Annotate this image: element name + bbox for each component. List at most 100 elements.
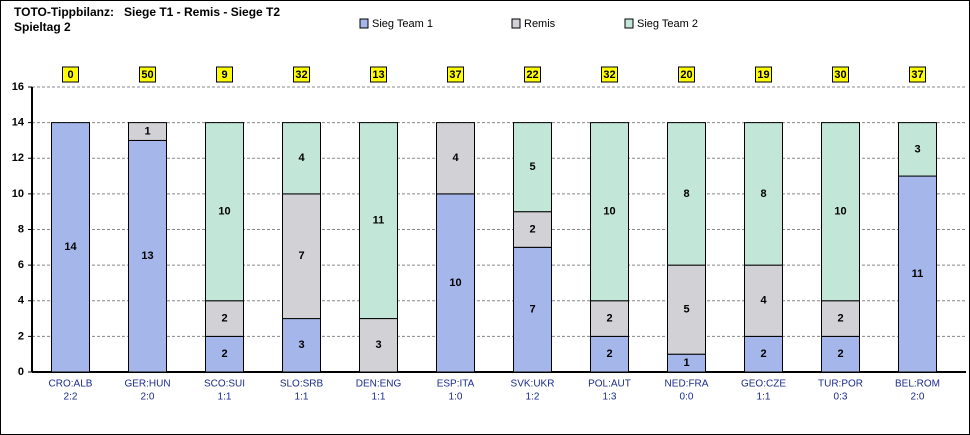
y-tick-label: 10 bbox=[12, 188, 24, 200]
data-label: 10 bbox=[603, 206, 615, 218]
points-box bbox=[524, 66, 541, 83]
x-tick-label: BEL:ROM bbox=[895, 379, 940, 390]
bar-segment bbox=[51, 122, 90, 373]
y-tick-label: 6 bbox=[18, 259, 24, 271]
bar-segment bbox=[359, 122, 398, 320]
bar-segment bbox=[282, 122, 321, 195]
points-label: 22 bbox=[526, 69, 538, 81]
bar-segment bbox=[821, 335, 860, 373]
x-tick-label: SLO:SRB bbox=[280, 379, 324, 390]
bar-segment bbox=[590, 300, 629, 337]
y-tick-label: 0 bbox=[18, 366, 24, 378]
data-label: 2 bbox=[760, 348, 766, 360]
y-tick-label: 16 bbox=[12, 81, 24, 93]
data-label: 2 bbox=[529, 223, 535, 235]
points-label: 20 bbox=[680, 69, 692, 81]
data-label: 10 bbox=[449, 277, 461, 289]
result-label: 0:0 bbox=[680, 392, 694, 403]
bar-segment bbox=[282, 318, 321, 373]
points-box bbox=[447, 66, 464, 83]
data-label: 8 bbox=[683, 188, 689, 200]
data-label: 10 bbox=[834, 206, 846, 218]
result-label: 1:0 bbox=[449, 392, 463, 403]
points-box bbox=[139, 66, 156, 83]
data-label: 2 bbox=[837, 348, 843, 360]
result-label: 1:1 bbox=[372, 392, 386, 403]
data-label: 2 bbox=[606, 348, 612, 360]
bar-segment bbox=[513, 122, 552, 213]
points-label: 37 bbox=[449, 69, 461, 81]
data-label: 7 bbox=[298, 250, 304, 262]
bar-segment bbox=[282, 193, 321, 320]
data-label: 2 bbox=[221, 348, 227, 360]
result-label: 1:1 bbox=[295, 392, 309, 403]
legend-swatch bbox=[511, 18, 521, 29]
bar-segment bbox=[898, 122, 937, 177]
result-label: 1:3 bbox=[603, 392, 617, 403]
bar-segment bbox=[898, 175, 937, 373]
result-label: 2:2 bbox=[64, 392, 78, 403]
y-tick-label: 4 bbox=[18, 295, 25, 307]
points-label: 0 bbox=[67, 69, 73, 81]
result-label: 1:2 bbox=[526, 392, 540, 403]
data-label: 2 bbox=[837, 312, 843, 324]
bar-segment bbox=[590, 122, 629, 302]
bar-segment bbox=[128, 122, 167, 141]
legend-label: Remis bbox=[524, 18, 556, 30]
data-label: 3 bbox=[914, 143, 920, 155]
data-label: 11 bbox=[912, 268, 924, 280]
result-label: 2:0 bbox=[141, 392, 155, 403]
data-label: 4 bbox=[760, 295, 767, 307]
bar-segment bbox=[436, 193, 475, 373]
points-label: 50 bbox=[141, 69, 153, 81]
points-box bbox=[216, 66, 233, 83]
points-box bbox=[293, 66, 310, 83]
data-label: 11 bbox=[373, 215, 385, 227]
points-box bbox=[832, 66, 849, 83]
points-label: 13 bbox=[372, 69, 384, 81]
legend-swatch bbox=[359, 18, 369, 29]
x-tick-label: GER:HUN bbox=[124, 379, 170, 390]
data-label: 2 bbox=[606, 312, 612, 324]
bar-segment bbox=[744, 122, 783, 266]
y-tick-label: 14 bbox=[12, 117, 25, 129]
bar-segment bbox=[513, 246, 552, 373]
chart-subtitle: Spieltag 2 bbox=[14, 20, 71, 34]
bar-segment bbox=[359, 318, 398, 373]
data-label: 5 bbox=[529, 161, 535, 173]
points-label: 9 bbox=[221, 69, 227, 81]
points-box bbox=[62, 66, 79, 83]
data-label: 14 bbox=[64, 241, 77, 253]
data-label: 3 bbox=[298, 339, 304, 351]
points-label: 30 bbox=[834, 69, 846, 81]
points-box bbox=[755, 66, 772, 83]
result-label: 2:0 bbox=[911, 392, 925, 403]
x-tick-label: ESP:ITA bbox=[437, 379, 475, 390]
data-label: 1 bbox=[683, 357, 689, 369]
data-label: 1 bbox=[144, 125, 150, 137]
bar-segment bbox=[513, 211, 552, 248]
result-label: 0:3 bbox=[834, 392, 848, 403]
points-box bbox=[909, 66, 926, 83]
x-tick-label: SCO:SUI bbox=[204, 379, 245, 390]
points-label: 19 bbox=[757, 69, 769, 81]
data-label: 10 bbox=[218, 206, 230, 218]
data-label: 5 bbox=[683, 304, 689, 316]
points-label: 32 bbox=[295, 69, 307, 81]
bar-segment bbox=[436, 122, 475, 195]
points-label: 37 bbox=[911, 69, 923, 81]
data-label: 4 bbox=[298, 152, 305, 164]
y-tick-label: 8 bbox=[18, 223, 24, 235]
result-label: 1:1 bbox=[218, 392, 232, 403]
bar-segment bbox=[205, 122, 244, 302]
x-tick-label: TUR:POR bbox=[818, 379, 863, 390]
x-tick-label: CRO:ALB bbox=[49, 379, 93, 390]
result-label: 1:1 bbox=[757, 392, 771, 403]
data-label: 3 bbox=[375, 339, 381, 351]
bar-segment bbox=[821, 122, 860, 302]
y-tick-label: 12 bbox=[12, 152, 24, 164]
data-label: 7 bbox=[529, 304, 535, 316]
bar-segment bbox=[205, 335, 244, 373]
x-tick-label: POL:AUT bbox=[588, 379, 631, 390]
